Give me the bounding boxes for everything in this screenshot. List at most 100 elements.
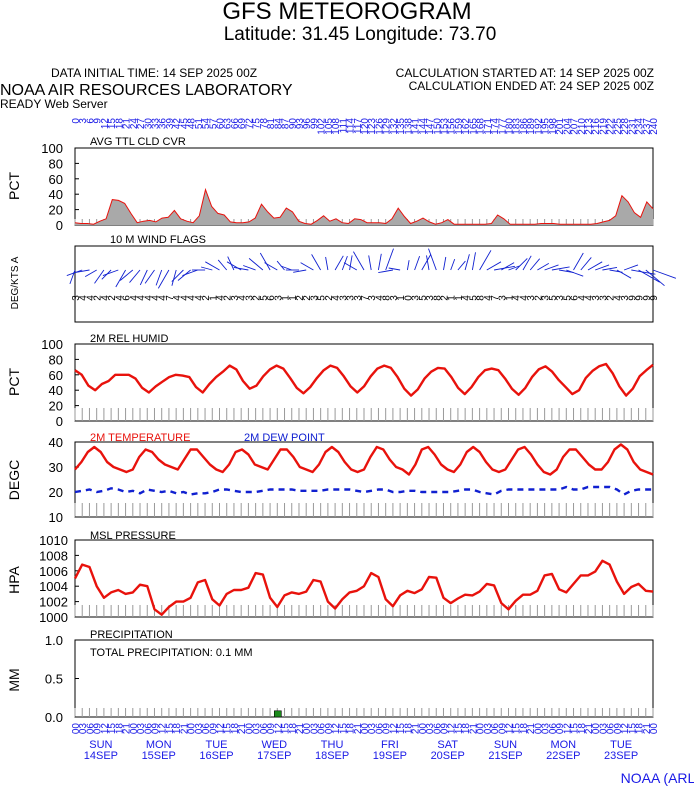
chart-title: GFS METEOROGRAM [222,0,472,25]
top-hour-label: 12 [100,118,111,130]
wind-barb [515,258,528,271]
wind-barb [486,261,502,271]
bottom-hour-label: 18 [635,723,646,735]
day-date-label: 23SEP [604,750,638,762]
wind-speed-label: 4 [331,295,342,301]
wind-speed-label: 1 [208,295,219,301]
top-hour-label: 27 [136,118,147,130]
bottom-hour-label: 18 [577,723,588,735]
wind-barb [102,269,119,277]
top-hour-label: 120 [360,118,371,135]
wind-speed-label: 4 [143,295,154,301]
wind-barb [94,269,105,284]
bottom-hour-label: 00 [360,723,371,735]
location-subtitle: Latitude: 31.45 Longitude: 73.70 [223,24,497,45]
bottom-hour-label: 06 [85,723,96,735]
wind-speed-label: 3 [541,295,552,301]
bottom-hour-label: 21 [468,723,479,735]
temp-legend-label: 2M TEMPERATURE [90,432,190,444]
wind-barb [139,269,148,286]
wind-speed-label: 1 [288,295,299,301]
wind-speed-label: 3 [389,295,400,301]
top-hour-label: 114 [346,118,357,134]
wind-speed-label: 2 [302,295,313,301]
bottom-hour-label: 03 [483,723,494,735]
bottom-hour-label: 21 [295,723,306,735]
wind-speed-label: 4 [483,295,494,301]
top-hour-label: 237 [642,118,653,135]
top-hour-label: 180 [505,118,516,135]
day-name-label: MON [550,739,576,751]
wind-speed-label: 4 [613,295,624,301]
wind-speed-label: 4 [136,295,147,301]
wind-barb [349,255,353,271]
day-date-label: 17SEP [257,750,291,762]
bottom-hour-label: 15 [338,723,349,735]
wind-speed-label: 5 [317,295,328,301]
top-hour-label: 36 [158,118,169,130]
cloud-cover-line [74,187,654,225]
bottom-hour-label: 00 [533,723,544,735]
wind-barb [580,257,592,271]
top-hour-label: 54 [201,118,212,130]
top-hour-label: 39 [165,118,176,130]
wind-barb [217,259,228,271]
wind-speed-label: 2 [439,295,450,301]
wind-barb [205,261,220,271]
precip-title: PRECIPITATION [90,629,173,641]
bottom-hour-label: 00 [476,723,487,735]
wind-speed-label: 4 [172,295,183,301]
top-hour-label: 234 [635,118,646,135]
wind-barb [537,263,550,271]
bottom-hour-label: 06 [490,723,501,735]
cloud-y-tick-label: 80 [49,156,63,171]
day-name-label: SAT [437,739,458,751]
top-hour-label: 99 [309,118,320,130]
bottom-hour-label: 18 [230,723,241,735]
top-hour-label: 222 [606,118,617,135]
wind-speed-label: 2 [223,295,234,301]
wind-speed-label: 4 [114,295,125,301]
bottom-hour-label: 06 [432,723,443,735]
top-hour-label: 6 [85,118,96,124]
top-hour-label: 174 [490,118,501,135]
bottom-hour-label: 15 [454,723,465,735]
wind-barb [264,262,278,271]
top-hour-label: 192 [533,118,544,135]
rh-title: 2M REL HUMID [90,333,168,345]
wind-barb [471,252,476,271]
bottom-hour-label: 21 [526,723,537,735]
wind-speed-label: 5 [562,295,573,301]
wind-speed-label: 2 [107,295,118,301]
bottom-hour-label: 18 [288,723,299,735]
pressure-y-tick-label: 1002 [39,595,68,610]
wind-barb [414,255,421,271]
wind-speed-label: 1 [396,295,407,301]
bottom-hour-label: 15 [223,723,234,735]
top-hour-label: 69 [237,118,248,130]
wind-speed-label: 3 [526,295,537,301]
wind-speed-label: 4 [216,295,227,301]
bottom-hour-label: 06 [374,723,385,735]
bottom-hour-label: 12 [331,723,342,735]
wind-speed-label: 3 [425,295,436,301]
wind-speed-label: 9 [635,295,646,301]
wind-barb [171,269,184,282]
wind-barb [233,266,249,271]
wind-barb [157,269,170,289]
bottom-hour-label: 18 [114,723,125,735]
top-hour-label: 147 [425,118,436,135]
top-hour-label: 183 [512,118,523,135]
wind-speed-label: 1 [505,295,516,301]
top-hour-label: 132 [389,118,400,135]
top-hour-label: 207 [570,118,581,135]
wind-speed-label: 3 [338,295,349,301]
bottom-hour-label: 09 [266,723,277,735]
wind-barb [421,254,432,271]
cloud-title: AVG TTL CLD CVR [90,136,186,148]
bottom-hour-label: 18 [346,723,357,735]
wind-title: 10 M WIND FLAGS [110,234,206,246]
wind-barb [529,258,541,271]
day-name-label: SUN [494,739,517,751]
